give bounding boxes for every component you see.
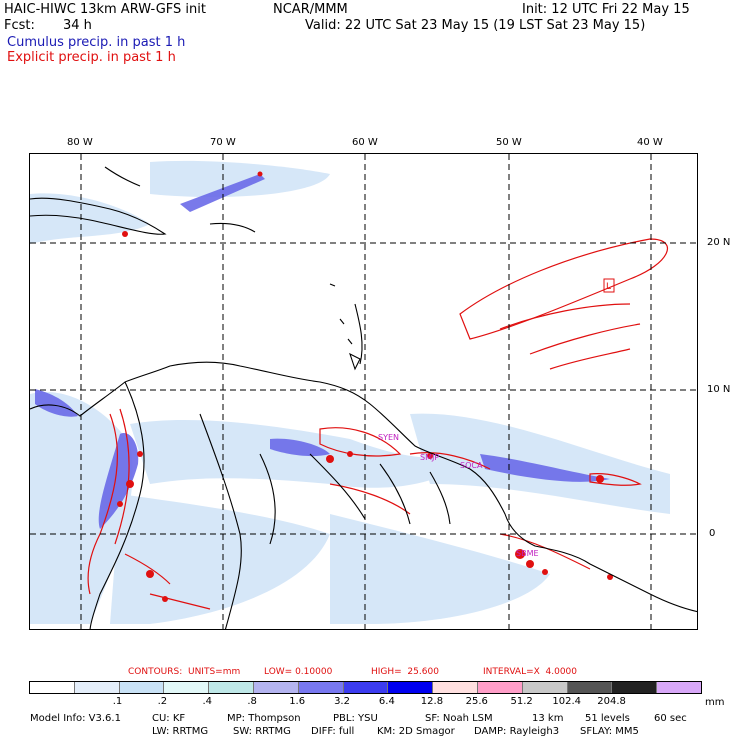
model-info-res: 13 km <box>532 713 564 724</box>
model-info-lw: LW: RRTMG <box>152 726 209 737</box>
station-label-sbme: SBME <box>516 549 539 558</box>
contour-high: HIGH= 25.600 <box>371 667 439 677</box>
scale-swatch <box>522 682 568 693</box>
lon-label-50w: 50 W <box>496 137 522 148</box>
scale-label: 204.8 <box>597 696 626 707</box>
scale-label: .8 <box>247 696 257 707</box>
station-label-syen: SYEN <box>378 433 399 442</box>
model-info-version: Model Info: V3.6.1 <box>30 713 121 724</box>
lon-label-80w: 80 W <box>67 137 93 148</box>
lat-lon-grid <box>30 154 697 629</box>
scale-swatch <box>253 682 299 693</box>
model-info-timestep: 60 sec <box>654 713 687 724</box>
scale-swatch <box>298 682 344 693</box>
precip-color-scale <box>29 681 702 694</box>
scale-swatch <box>164 682 210 693</box>
valid-time: Valid: 22 UTC Sat 23 May 15 (19 LST Sat … <box>305 18 646 33</box>
center-marker-label: L <box>606 282 611 292</box>
lat-label-20n: 20 N <box>707 237 731 248</box>
model-info-mp: MP: Thompson <box>227 713 301 724</box>
scale-label: .4 <box>202 696 212 707</box>
station-label-soca: SOCA <box>460 461 483 470</box>
forecast-label: Fcst: <box>4 18 35 33</box>
model-info-sflay: SFLAY: MM5 <box>580 726 639 737</box>
scale-label: 51.2 <box>510 696 533 707</box>
center-marker: L <box>603 278 615 293</box>
scale-swatch <box>567 682 613 693</box>
legend-explicit: Explicit precip. in past 1 h <box>7 50 176 65</box>
lon-label-60w: 60 W <box>352 137 378 148</box>
contour-low: LOW= 0.10000 <box>264 667 333 677</box>
scale-swatch <box>612 682 658 693</box>
lon-label-40w: 40 W <box>637 137 663 148</box>
station-labels: SYEN SMJP SOCA SBME <box>378 433 539 558</box>
map-canvas: SYEN SMJP SOCA SBME L <box>30 154 697 629</box>
model-title: HAIC-HIWC 13km ARW-GFS init <box>4 2 206 17</box>
scale-label: .1 <box>112 696 123 707</box>
coastlines <box>30 166 697 629</box>
scale-label: 12.8 <box>420 696 444 707</box>
scale-swatch <box>343 682 389 693</box>
scale-swatch <box>209 682 254 693</box>
scale-label: 1.6 <box>289 696 306 707</box>
org-label: NCAR/MMM <box>273 2 348 17</box>
model-info-diff: DIFF: full <box>311 726 355 737</box>
scale-swatch <box>657 682 701 693</box>
scale-swatch <box>388 682 434 693</box>
init-time: Init: 12 UTC Fri 22 May 15 <box>522 2 690 17</box>
scale-swatch <box>119 682 165 693</box>
scale-label: 6.4 <box>378 696 395 707</box>
precip-map: SYEN SMJP SOCA SBME L <box>29 153 698 630</box>
model-info-damp: DAMP: Rayleigh3 <box>474 726 560 737</box>
lon-label-70w: 70 W <box>210 137 236 148</box>
scale-label: .2 <box>157 696 168 707</box>
scale-swatch <box>433 682 478 693</box>
scale-label: 102.4 <box>552 696 582 707</box>
contour-units: CONTOURS: UNITS=mm <box>128 667 241 677</box>
explicit-precip-cells <box>117 171 613 602</box>
model-info-pbl: PBL: YSU <box>333 713 378 724</box>
legend-cumulus: Cumulus precip. in past 1 h <box>7 35 186 50</box>
scale-swatch <box>30 682 75 693</box>
model-info-km: KM: 2D Smagor <box>377 726 455 737</box>
model-info-cu: CU: KF <box>152 713 186 724</box>
scale-label: 25.6 <box>465 696 488 707</box>
station-label-smjp: SMJP <box>420 453 439 462</box>
lat-label-10n: 10 N <box>707 384 731 395</box>
contour-interval: INTERVAL=X 4.0000 <box>483 667 578 677</box>
scale-unit: mm <box>705 697 725 708</box>
model-info-sf: SF: Noah LSM <box>425 713 493 724</box>
forecast-hours: 34 h <box>63 18 92 33</box>
model-info-levels: 51 levels <box>585 713 630 724</box>
scale-swatch <box>74 682 120 693</box>
lat-label-equator: 0 <box>709 528 716 539</box>
scale-label: 3.2 <box>334 696 350 707</box>
model-info-sw: SW: RRTMG <box>233 726 291 737</box>
scale-swatch <box>477 682 523 693</box>
